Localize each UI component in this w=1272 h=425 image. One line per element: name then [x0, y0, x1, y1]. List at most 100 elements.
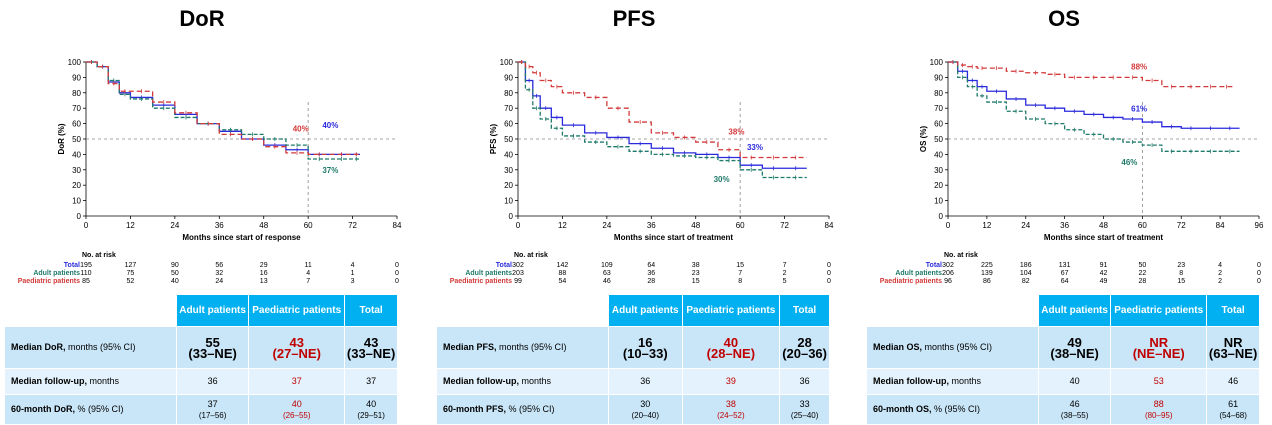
column-header: Adult patients: [1037, 294, 1112, 327]
pfs-panel: PFS 0 10 20 30 40 50 60 70 80 90 100 0 12 24 36 48 60 72 8…: [434, 0, 834, 425]
risk-count: 8: [1179, 270, 1184, 277]
panel-title: OS: [1048, 6, 1080, 31]
column-header: Adult patients: [175, 294, 250, 327]
risk-row-label: Adult patients: [33, 270, 80, 277]
cell-total: 28 (20–36): [779, 326, 830, 369]
annotation-label: 61%: [1131, 104, 1147, 113]
column-header: Paediatric patients: [1110, 294, 1208, 327]
risk-count: 50: [170, 270, 179, 277]
risk-count: 16: [259, 270, 268, 277]
series-total-line: [948, 61, 1240, 129]
series-total-line: [86, 61, 360, 156]
y-tick-label: 70: [934, 104, 943, 113]
risk-count: 15: [736, 262, 745, 269]
cell-ci: (17–56): [198, 410, 227, 420]
cell-value: 55: [205, 334, 220, 350]
row-label-bold: Median follow-up,: [443, 376, 519, 386]
cell-paed: 53: [1110, 368, 1208, 395]
cell-adult: 37 (17–56): [175, 394, 250, 425]
blank-header-cell: [866, 294, 1039, 327]
y-tick-label: 50: [504, 135, 513, 144]
os-panel: OS 0 10 20 30 40 50 60 70 80 90 100 0 12 24 36 48 60 72 84…: [864, 0, 1264, 425]
row-label-rest: months (95% CI): [496, 342, 567, 352]
cell-adult: 55 (33–NE): [175, 326, 250, 369]
x-tick-label: 0: [516, 221, 521, 230]
x-tick-label: 96: [1255, 221, 1264, 230]
cell-ci: (27–NE): [272, 345, 321, 361]
y-tick-label: 100: [500, 58, 514, 67]
y-tick-label: 90: [72, 73, 81, 82]
risk-count: 86: [982, 278, 991, 285]
annotation-label: 37%: [322, 166, 338, 175]
risk-count: 2: [782, 270, 787, 277]
x-tick-label: 24: [1021, 221, 1030, 230]
y-tick-label: 80: [504, 89, 513, 98]
summary-table: Adult patients Paediatric patients Total Me…: [866, 294, 1260, 425]
risk-count: 96: [944, 278, 952, 285]
y-tick-label: 60: [934, 120, 943, 129]
y-tick-label: 0: [939, 212, 944, 221]
y-tick-label: 100: [68, 58, 82, 67]
risk-row-label: Adult patients: [895, 270, 942, 277]
series-adult-line: [86, 61, 360, 160]
risk-count: 15: [1177, 278, 1186, 285]
risk-count: 32: [215, 270, 224, 277]
km-chart-pfs: 0 10 20 30 40 50 60 70 80 90 100 0 12 24 36 48 60 72 84 Mon…: [489, 58, 834, 242]
risk-count: 36: [647, 270, 656, 277]
risk-count: 4: [306, 270, 311, 277]
risk-count: 0: [827, 262, 831, 269]
y-tick-label: 70: [504, 104, 513, 113]
row-label-rest: % (95% CI): [506, 404, 555, 414]
y-tick-label: 30: [72, 166, 81, 175]
cell-ci: (NE–NE): [1132, 345, 1185, 361]
risk-count: 206: [942, 270, 954, 277]
risk-count: 52: [126, 278, 135, 285]
risk-count: 186: [1019, 262, 1032, 269]
row-label-bold: 60-month OS,: [873, 404, 932, 414]
cell-value: 36: [799, 376, 810, 386]
x-tick-label: 84: [825, 221, 834, 230]
risk-count: 225: [981, 262, 993, 269]
cell-ci: (26–55): [282, 410, 311, 420]
cell-total: 33 (25–40): [779, 394, 830, 425]
risk-count: 64: [1060, 278, 1069, 285]
row-label: Median follow-up, months: [866, 368, 1039, 395]
cell-total: NR (63–NE): [1206, 326, 1260, 369]
cell-value: 40: [291, 398, 302, 409]
y-tick-label: 20: [934, 181, 943, 190]
risk-row-label: Total: [495, 262, 512, 269]
risk-count: 0: [827, 278, 831, 285]
x-tick-label: 24: [170, 221, 179, 230]
x-tick-label: 84: [393, 221, 402, 230]
risk-count: 7: [782, 262, 787, 269]
cell-value: NR: [1149, 334, 1169, 350]
summary-table: Adult patients Paediatric patients Total Me…: [436, 294, 830, 425]
cell-value: 36: [207, 376, 218, 386]
cell-total: 36: [779, 368, 830, 395]
cell-total: 40 (29–51): [344, 394, 398, 425]
risk-table-header: No. at risk: [82, 252, 116, 259]
cell-total: 43 (33–NE): [344, 326, 398, 369]
x-tick-label: 60: [304, 221, 313, 230]
cell-ci: (54–68): [1219, 410, 1247, 420]
risk-table-header: No. at risk: [514, 252, 548, 259]
cell-value: 36: [640, 376, 651, 386]
row-label-rest: months (95% CI): [65, 342, 136, 352]
row-label: Median DoR, months (95% CI): [4, 326, 177, 369]
row-label: Median OS, months (95% CI): [866, 326, 1039, 369]
x-tick-label: 72: [1177, 221, 1186, 230]
series-total-line: [518, 61, 807, 169]
risk-table-header: No. at risk: [944, 252, 978, 259]
series-paed-line: [518, 61, 807, 159]
cell-value: 43: [289, 334, 304, 350]
table-header-row: Adult patients Paediatric patients Total: [4, 294, 398, 327]
y-tick-label: 80: [72, 89, 81, 98]
row-label-bold: Median follow-up,: [11, 376, 87, 386]
risk-count: 302: [512, 262, 524, 269]
summary-table: Adult patients Paediatric patients Total Me…: [4, 294, 398, 425]
row-label: Median follow-up, months: [4, 368, 177, 395]
risk-row-label: Paediatric patients: [17, 278, 80, 285]
cell-adult: 46 (38–55): [1037, 394, 1112, 425]
risk-count: 139: [981, 270, 993, 277]
x-tick-label: 48: [259, 221, 268, 230]
